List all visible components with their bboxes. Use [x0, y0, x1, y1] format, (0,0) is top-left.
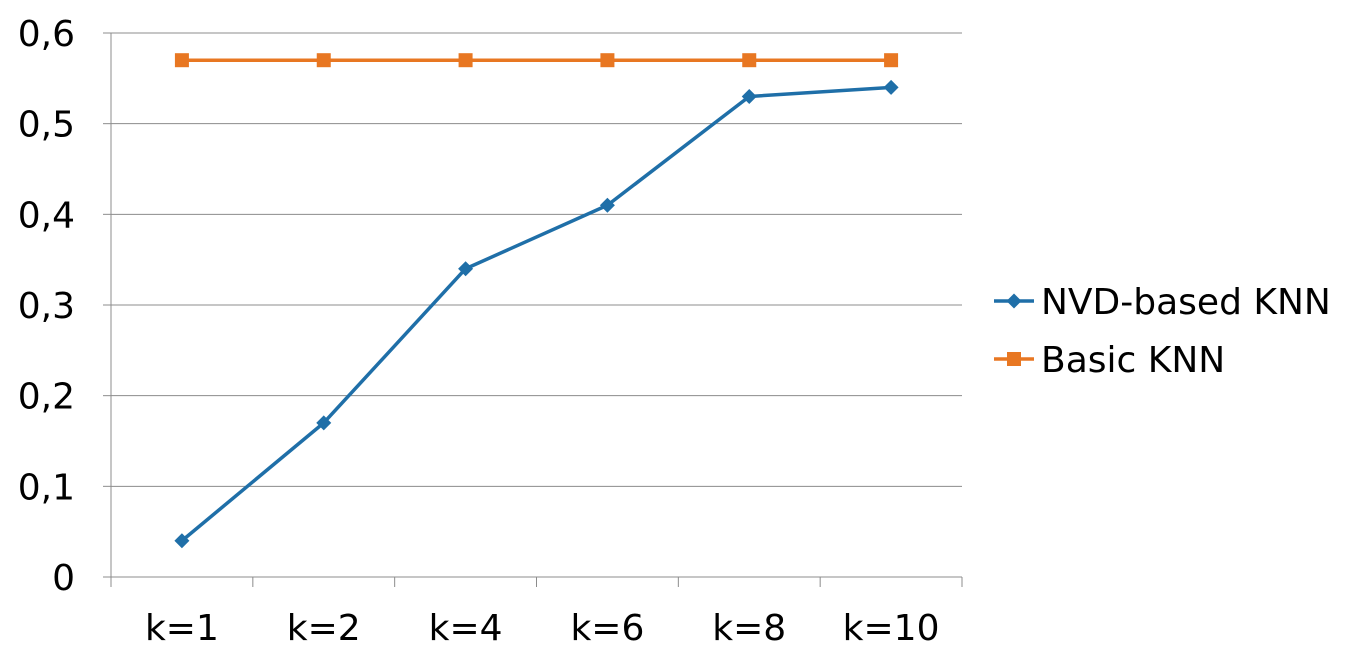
- y-tick-label: 0,2: [18, 377, 75, 418]
- series-nvd-based-knn: [174, 79, 899, 549]
- legend-marker: [1006, 293, 1022, 309]
- legend-item: Basic KNN: [994, 340, 1225, 381]
- data-point: [884, 53, 899, 68]
- y-tick-label: 0,3: [18, 286, 75, 327]
- x-tick-label: k=2: [287, 608, 361, 649]
- x-tick-label: k=4: [429, 608, 503, 649]
- data-point: [883, 79, 899, 95]
- y-tick-label: 0,1: [18, 467, 75, 508]
- data-point: [174, 533, 190, 549]
- legend-marker: [1007, 352, 1021, 366]
- data-point: [599, 197, 615, 213]
- data-point: [458, 53, 473, 68]
- x-tick-label: k=10: [843, 608, 940, 649]
- legend-label: NVD-based KNN: [1041, 282, 1331, 323]
- x-tick-label: k=1: [145, 608, 219, 649]
- y-axis-ticks: 0 0,1 0,2 0,3 0,4 0,5 0,6: [18, 14, 111, 599]
- legend: NVD-based KNN Basic KNN: [994, 282, 1331, 381]
- y-tick-label: 0,4: [18, 195, 75, 236]
- data-point: [458, 261, 474, 277]
- legend-item: NVD-based KNN: [994, 282, 1331, 323]
- y-tick-label: 0: [52, 558, 75, 599]
- data-point: [316, 53, 331, 68]
- y-tick-label: 0,6: [18, 14, 75, 55]
- y-tick-label: 0,5: [18, 105, 75, 146]
- series-line: [180, 85, 892, 543]
- data-point: [742, 53, 757, 68]
- x-tick-label: k=8: [712, 608, 786, 649]
- data-point: [600, 53, 615, 68]
- x-axis-ticks: k=1 k=2 k=4 k=6 k=8 k=10: [110, 577, 963, 649]
- data-point: [316, 415, 332, 431]
- data-point: [174, 53, 189, 68]
- legend-label: Basic KNN: [1041, 340, 1225, 381]
- series-basic-knn: [174, 53, 899, 68]
- series-layer: [174, 53, 899, 549]
- data-point: [741, 88, 757, 104]
- x-tick-label: k=6: [570, 608, 644, 649]
- gridlines: [111, 32, 962, 487]
